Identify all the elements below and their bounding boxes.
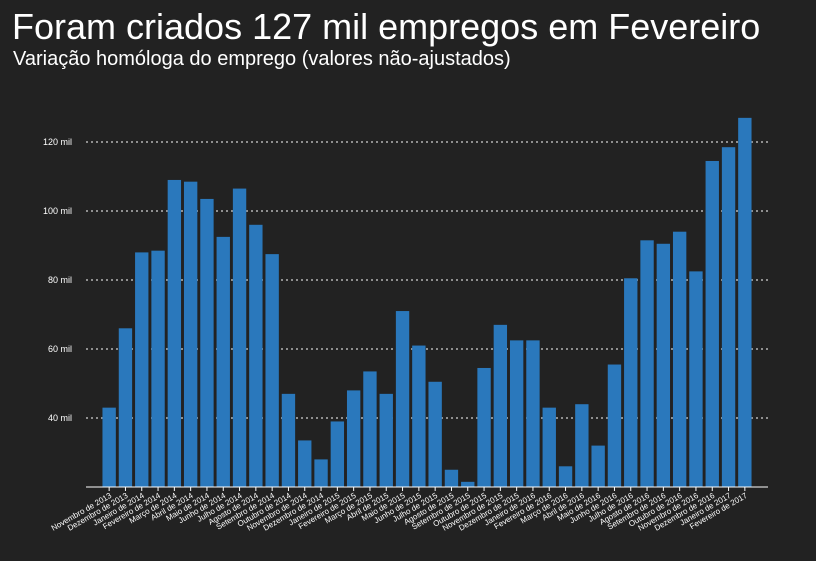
bar: [705, 160, 719, 487]
bar: [298, 440, 312, 487]
bar: [232, 188, 247, 487]
bar: [428, 381, 442, 487]
bar: [151, 250, 165, 487]
y-tick-label: 60 mil: [48, 344, 72, 354]
bar: [477, 367, 491, 487]
bar: [689, 271, 703, 487]
gridlines: [86, 141, 768, 419]
bar: [346, 390, 361, 487]
bar: [542, 407, 556, 487]
bar: [461, 481, 475, 487]
bar: [493, 324, 508, 487]
bar: [183, 181, 198, 488]
bar: [216, 236, 230, 487]
bar: [509, 340, 524, 487]
bar: [167, 179, 182, 487]
y-axis-labels: 40 mil 60 mil 80 mil 100 mil 120 mil: [43, 137, 72, 423]
chart-title: Foram criados 127 mil empregos em Fevere…: [12, 6, 761, 47]
bar: [558, 466, 573, 487]
x-axis-ticks: [108, 487, 746, 491]
bar: [738, 117, 752, 487]
bar: [444, 469, 459, 487]
bar: [607, 364, 622, 487]
bar: [575, 404, 589, 487]
bar: [721, 147, 736, 488]
bar: [363, 371, 377, 487]
chart-subtitle: Variação homóloga do emprego (valores nã…: [13, 48, 511, 70]
bar: [265, 254, 279, 487]
y-tick-label: 80 mil: [48, 275, 72, 285]
y-tick-label: 120 mil: [43, 137, 72, 147]
bar: [395, 311, 410, 487]
bar: [281, 393, 296, 487]
bar: [249, 224, 263, 488]
bar: [330, 421, 345, 487]
bar: [526, 340, 540, 487]
y-tick-label: 100 mil: [43, 206, 72, 216]
bar: [640, 240, 654, 487]
bar: [379, 393, 393, 487]
bar: [624, 278, 638, 487]
bar: [102, 407, 116, 487]
bar: [118, 328, 133, 487]
bar: [200, 198, 214, 488]
bar: [591, 445, 605, 487]
bar: [314, 459, 328, 487]
bar: [656, 243, 671, 487]
bars: [102, 117, 752, 488]
bar: [672, 231, 687, 487]
y-tick-label: 40 mil: [48, 413, 72, 423]
bar: [412, 345, 426, 487]
bar: [135, 252, 149, 487]
